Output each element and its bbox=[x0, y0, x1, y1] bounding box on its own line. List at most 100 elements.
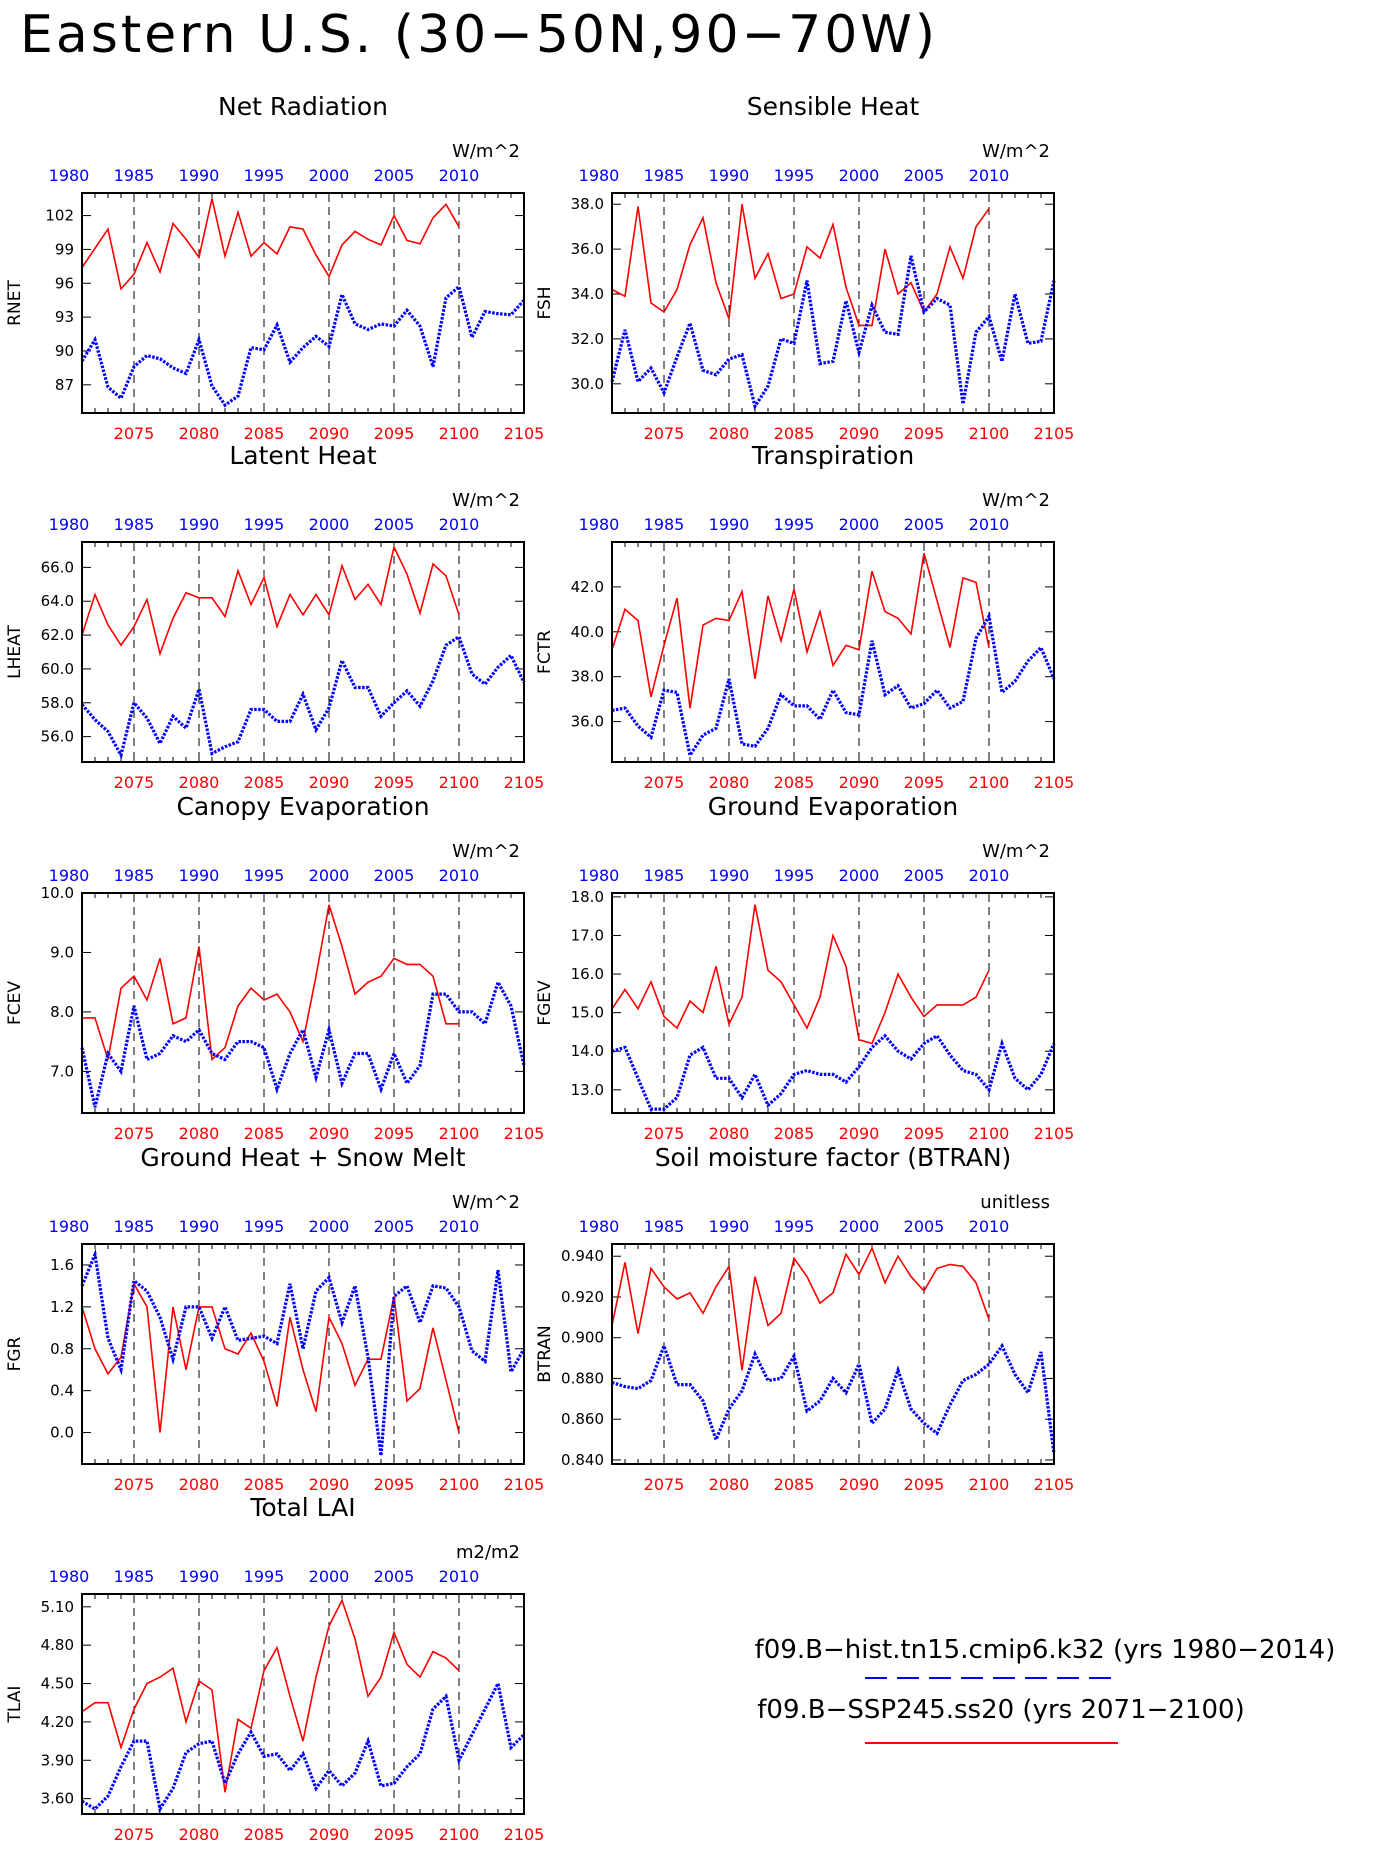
x-tick-label-top: 2010 bbox=[969, 866, 1010, 885]
y-tick-label: 0.920 bbox=[561, 1288, 604, 1306]
panel-tlai: Total LAI m2/m2 TLAI 2075 2080 2085 2090 2095 21… bbox=[5, 1493, 544, 1844]
y-tick-label: 96 bbox=[55, 274, 74, 292]
x-tick-label-bottom: 2100 bbox=[969, 424, 1010, 443]
x-tick-label-bottom: 2095 bbox=[904, 424, 945, 443]
x-tick-label-top: 1995 bbox=[774, 166, 815, 185]
x-tick-label-bottom: 2075 bbox=[644, 1124, 685, 1143]
x-tick-label-top: 1985 bbox=[114, 166, 155, 185]
y-axis-label: FCTR bbox=[535, 630, 555, 674]
x-tick-label-top: 1980 bbox=[579, 1217, 620, 1236]
x-tick-label-bottom: 2095 bbox=[374, 424, 415, 443]
y-tick-label: 36.0 bbox=[571, 713, 604, 731]
y-tick-label: 0.940 bbox=[561, 1247, 604, 1265]
x-tick-label-top: 1980 bbox=[49, 1567, 90, 1586]
x-tick-label-bottom: 2085 bbox=[774, 773, 815, 792]
x-tick-label-top: 2005 bbox=[374, 515, 415, 534]
y-axis-label: FGEV bbox=[535, 980, 555, 1026]
x-tick-label-bottom: 2095 bbox=[374, 1124, 415, 1143]
legend-future-label: f09.B−SSP245.ss20 (yrs 2071−2100) bbox=[757, 1695, 1244, 1725]
plot-frame bbox=[611, 192, 1055, 414]
x-tick-label-bottom: 2105 bbox=[504, 1825, 545, 1844]
y-tick-label: 0.840 bbox=[561, 1451, 604, 1469]
x-tick-label-top: 1980 bbox=[49, 866, 90, 885]
panel-title: Total LAI bbox=[249, 1493, 355, 1522]
y-tick-label: 34.0 bbox=[571, 285, 604, 303]
y-tick-label: 4.80 bbox=[41, 1636, 74, 1654]
x-tick-label-top: 1985 bbox=[644, 866, 685, 885]
x-tick-label-bottom: 2095 bbox=[904, 1124, 945, 1143]
series-line-future bbox=[611, 552, 990, 709]
x-tick-label-bottom: 2075 bbox=[644, 424, 685, 443]
y-tick-label: 5.10 bbox=[41, 1598, 74, 1616]
plot-frame bbox=[81, 1593, 525, 1815]
x-tick-label-top: 1990 bbox=[709, 166, 750, 185]
x-tick-label-top: 2000 bbox=[839, 515, 880, 534]
series-line-historical bbox=[610, 255, 1056, 411]
x-tick-label-top: 2000 bbox=[309, 1567, 350, 1586]
y-tick-label: 17.0 bbox=[571, 926, 604, 944]
y-tick-label: 4.50 bbox=[41, 1675, 74, 1693]
x-tick-label-top: 2005 bbox=[904, 1217, 945, 1236]
y-tick-label: 9.0 bbox=[50, 943, 74, 961]
units-label: W/m^2 bbox=[982, 141, 1050, 162]
legend-historical-label: f09.B−hist.tn15.cmip6.k32 (yrs 1980−2014… bbox=[755, 1635, 1336, 1665]
legend: f09.B−hist.tn15.cmip6.k32 (yrs 1980−2014… bbox=[755, 1635, 1336, 1744]
x-tick-label-bottom: 2075 bbox=[114, 424, 155, 443]
x-tick-label-top: 1990 bbox=[179, 515, 220, 534]
x-tick-label-bottom: 2080 bbox=[179, 1475, 220, 1494]
x-tick-label-bottom: 2105 bbox=[1034, 1124, 1075, 1143]
panel-rnet: Net Radiation W/m^2 RNET 2075 2080 2085 2090 20… bbox=[5, 92, 544, 443]
x-tick-label-bottom: 2090 bbox=[309, 424, 350, 443]
x-tick-label-bottom: 2080 bbox=[179, 1825, 220, 1844]
x-tick-label-top: 2010 bbox=[969, 166, 1010, 185]
panel-title: Ground Heat + Snow Melt bbox=[140, 1143, 465, 1172]
x-tick-label-top: 1990 bbox=[709, 1217, 750, 1236]
x-tick-label-bottom: 2100 bbox=[439, 1124, 480, 1143]
y-tick-label: 14.0 bbox=[571, 1042, 604, 1060]
x-tick-label-top: 1995 bbox=[244, 1217, 285, 1236]
plot-frame bbox=[611, 541, 1055, 763]
series-line-future bbox=[82, 904, 459, 1062]
y-tick-label: 32.0 bbox=[571, 330, 604, 348]
x-tick-label-top: 1980 bbox=[49, 1217, 90, 1236]
x-tick-label-bottom: 2075 bbox=[644, 773, 685, 792]
series-line-historical bbox=[611, 1033, 1056, 1111]
x-tick-label-bottom: 2090 bbox=[839, 773, 880, 792]
y-tick-label: 0.900 bbox=[561, 1329, 604, 1347]
units-label: W/m^2 bbox=[982, 490, 1050, 511]
x-tick-label-top: 1990 bbox=[179, 1217, 220, 1236]
x-tick-label-bottom: 2080 bbox=[179, 424, 220, 443]
y-tick-label: 0.0 bbox=[50, 1424, 74, 1442]
x-tick-label-bottom: 2080 bbox=[709, 773, 750, 792]
y-tick-label: 1.6 bbox=[50, 1256, 74, 1274]
y-tick-label: 15.0 bbox=[571, 1004, 604, 1022]
x-tick-label-bottom: 2080 bbox=[179, 1124, 220, 1143]
x-tick-label-top: 2000 bbox=[309, 1217, 350, 1236]
plot-frame bbox=[611, 1243, 1055, 1465]
x-tick-label-bottom: 2090 bbox=[839, 424, 880, 443]
units-label: m2/m2 bbox=[456, 1542, 520, 1563]
units-label: W/m^2 bbox=[452, 841, 520, 862]
x-tick-label-bottom: 2085 bbox=[244, 1825, 285, 1844]
x-tick-label-bottom: 2075 bbox=[644, 1475, 685, 1494]
y-axis-label: FSH bbox=[535, 286, 555, 319]
x-tick-label-bottom: 2090 bbox=[839, 1475, 880, 1494]
x-tick-label-bottom: 2090 bbox=[309, 1475, 350, 1494]
x-tick-label-top: 2005 bbox=[374, 166, 415, 185]
x-tick-label-top: 1995 bbox=[244, 1567, 285, 1586]
chart-panels: Net Radiation W/m^2 RNET 2075 2080 2085 2090 20… bbox=[5, 92, 1074, 1844]
series-line-historical bbox=[611, 611, 1056, 760]
y-tick-label: 8.0 bbox=[50, 1003, 74, 1021]
x-tick-label-bottom: 2090 bbox=[839, 1124, 880, 1143]
plot-frame bbox=[81, 1243, 525, 1465]
x-tick-label-bottom: 2100 bbox=[439, 1825, 480, 1844]
units-label: W/m^2 bbox=[982, 841, 1050, 862]
panel-fgev: Ground Evaporation W/m^2 FGEV 2075 2080 2085 2… bbox=[535, 792, 1074, 1143]
y-axis-label: RNET bbox=[5, 280, 25, 326]
panel-fcev: Canopy Evaporation W/m^2 FCEV 2075 2080 2085 2… bbox=[5, 792, 544, 1143]
x-tick-label-top: 2005 bbox=[374, 866, 415, 885]
y-tick-label: 0.860 bbox=[561, 1410, 604, 1428]
y-tick-label: 90 bbox=[55, 342, 74, 360]
y-axis-label: BTRAN bbox=[535, 1325, 555, 1383]
